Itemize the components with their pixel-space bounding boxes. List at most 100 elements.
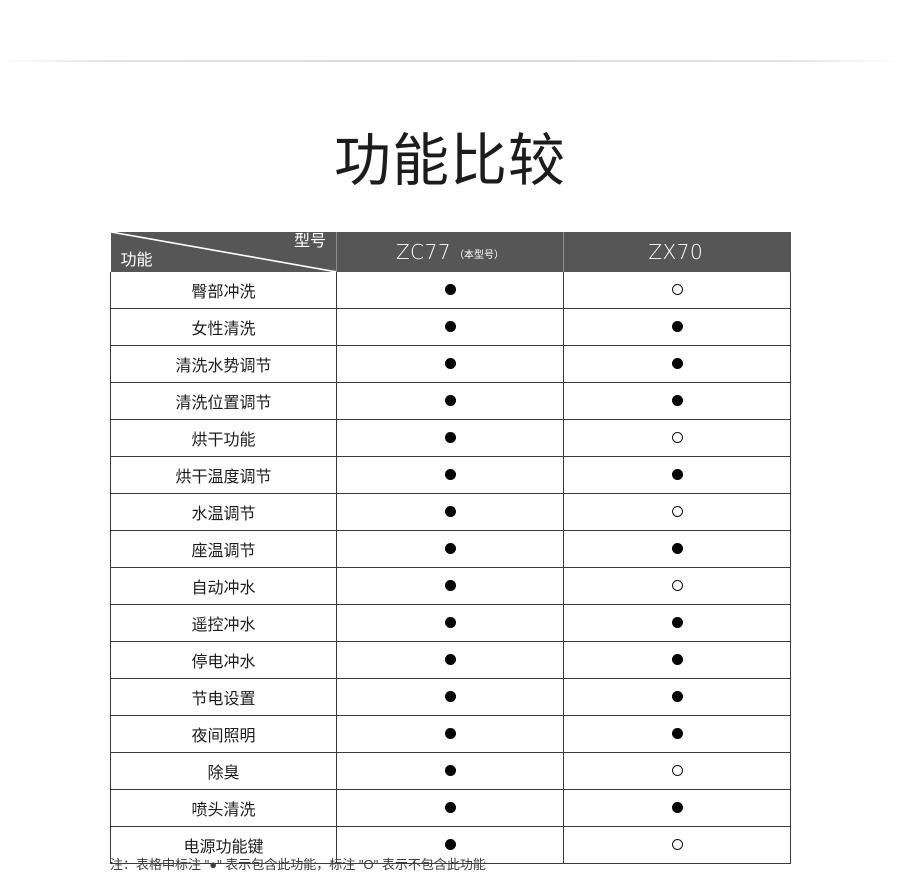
table-row: 遥控冲水 [110,604,791,642]
filled-circle-icon [444,654,456,666]
feature-label-cell: 遥控冲水 [110,604,337,642]
filled-circle-icon [671,617,683,629]
filled-circle-icon [671,469,683,481]
header-model-label: 型号 [293,233,326,250]
table-row: 座温调节 [110,530,791,568]
support-mark-cell-zc77 [336,604,564,642]
filled-circle-icon [444,284,456,296]
page-title: 功能比较 [334,128,566,194]
table-body: 臀部冲洗 女性清洗 清洗水势调节 清洗位置调节 烘干功能 烘干温度调节 水温调节 座温调节 自动… [110,272,791,864]
feature-label-cell: 夜间照明 [110,715,337,753]
feature-label-cell: 臀部冲洗 [110,272,337,309]
support-mark-cell-zc77 [336,419,564,457]
feature-label-cell: 节电设置 [110,678,337,716]
header-corner-cell: 型号 功能 [110,232,337,272]
feature-label-cell: 座温调节 [110,530,337,568]
feature-comparison-table: 型号 功能 ZC77 （本型号） ZX70 臀部冲洗 女性清洗 清洗水势调节 清洗位置调… [110,232,791,864]
table-row: 烘干功能 [110,419,791,457]
header-model-name-zc77: ZC77 [395,240,452,264]
feature-label-cell: 清洗水势调节 [110,345,337,383]
table-row: 夜间照明 [110,715,791,753]
support-mark-cell-zc77 [336,752,564,790]
support-mark-cell-zx70 [563,826,791,864]
table-row: 臀部冲洗 [110,272,791,309]
support-mark-cell-zx70 [563,641,791,679]
support-mark-cell-zc77 [336,715,564,753]
support-mark-cell-zc77 [336,567,564,605]
support-mark-cell-zc77 [336,493,564,531]
table-row: 水温调节 [110,493,791,531]
support-mark-cell-zx70 [563,715,791,753]
header-column-zc77: ZC77 （本型号） [336,232,564,272]
filled-circle-icon [444,321,456,333]
filled-circle-icon [444,617,456,629]
hollow-circle-icon [671,839,683,851]
support-mark-cell-zc77 [336,789,564,827]
hollow-circle-icon [671,506,683,518]
hollow-circle-icon [671,432,683,444]
table-row: 女性清洗 [110,308,791,346]
filled-circle-icon [444,506,456,518]
feature-label-cell: 电源功能键 [110,826,337,864]
table-row: 自动冲水 [110,567,791,605]
support-mark-cell-zx70 [563,567,791,605]
support-mark-cell-zx70 [563,272,791,309]
hollow-circle-icon [671,580,683,592]
filled-circle-icon [671,358,683,370]
support-mark-cell-zc77 [336,641,564,679]
feature-label-cell: 水温调节 [110,493,337,531]
table-row: 节电设置 [110,678,791,716]
filled-circle-icon [671,691,683,703]
support-mark-cell-zx70 [563,345,791,383]
filled-circle-icon [444,839,456,851]
filled-circle-icon [444,802,456,814]
table-row: 喷头清洗 [110,789,791,827]
support-mark-cell-zc77 [336,826,564,864]
table-row: 停电冲水 [110,641,791,679]
filled-circle-icon [671,654,683,666]
support-mark-cell-zx70 [563,456,791,494]
support-mark-cell-zc77 [336,456,564,494]
filled-circle-icon [444,358,456,370]
hollow-circle-icon [671,284,683,296]
hollow-circle-icon [671,765,683,777]
filled-circle-icon [444,543,456,555]
filled-circle-icon [671,802,683,814]
filled-circle-icon [444,691,456,703]
table-row: 除臭 [110,752,791,790]
table-header: 型号 功能 ZC77 （本型号） ZX70 [110,232,791,272]
filled-circle-icon [444,432,456,444]
filled-circle-icon [444,469,456,481]
support-mark-cell-zc77 [336,530,564,568]
feature-label-cell: 烘干功能 [110,419,337,457]
feature-label-cell: 除臭 [110,752,337,790]
support-mark-cell-zc77 [336,382,564,420]
filled-circle-icon [444,395,456,407]
comparison-table-wrapper: 型号 功能 ZC77 （本型号） ZX70 臀部冲洗 女性清洗 清洗水势调节 清洗位置调… [110,232,791,864]
table-row: 烘干温度调节 [110,456,791,494]
support-mark-cell-zx70 [563,530,791,568]
filled-circle-icon [671,321,683,333]
header-model-note-zc77: （本型号） [454,250,505,261]
support-mark-cell-zc77 [336,678,564,716]
feature-label-cell: 清洗位置调节 [110,382,337,420]
table-row: 清洗水势调节 [110,345,791,383]
table-header-row: 型号 功能 ZC77 （本型号） ZX70 [110,232,791,272]
footnote: 注：表格中标注 "●" 表示包含此功能，标注 "O" 表示不包含此功能 [110,857,486,872]
filled-circle-icon [671,395,683,407]
support-mark-cell-zc77 [336,345,564,383]
header-feature-label: 功能 [120,252,153,269]
feature-label-cell: 女性清洗 [110,308,337,346]
header-model-name-zx70: ZX70 [648,240,704,264]
support-mark-cell-zx70 [563,604,791,642]
filled-circle-icon [671,728,683,740]
support-mark-cell-zx70 [563,308,791,346]
support-mark-cell-zx70 [563,382,791,420]
support-mark-cell-zx70 [563,419,791,457]
feature-label-cell: 自动冲水 [110,567,337,605]
filled-circle-icon [444,765,456,777]
feature-label-cell: 喷头清洗 [110,789,337,827]
support-mark-cell-zx70 [563,678,791,716]
feature-label-cell: 烘干温度调节 [110,456,337,494]
support-mark-cell-zx70 [563,789,791,827]
